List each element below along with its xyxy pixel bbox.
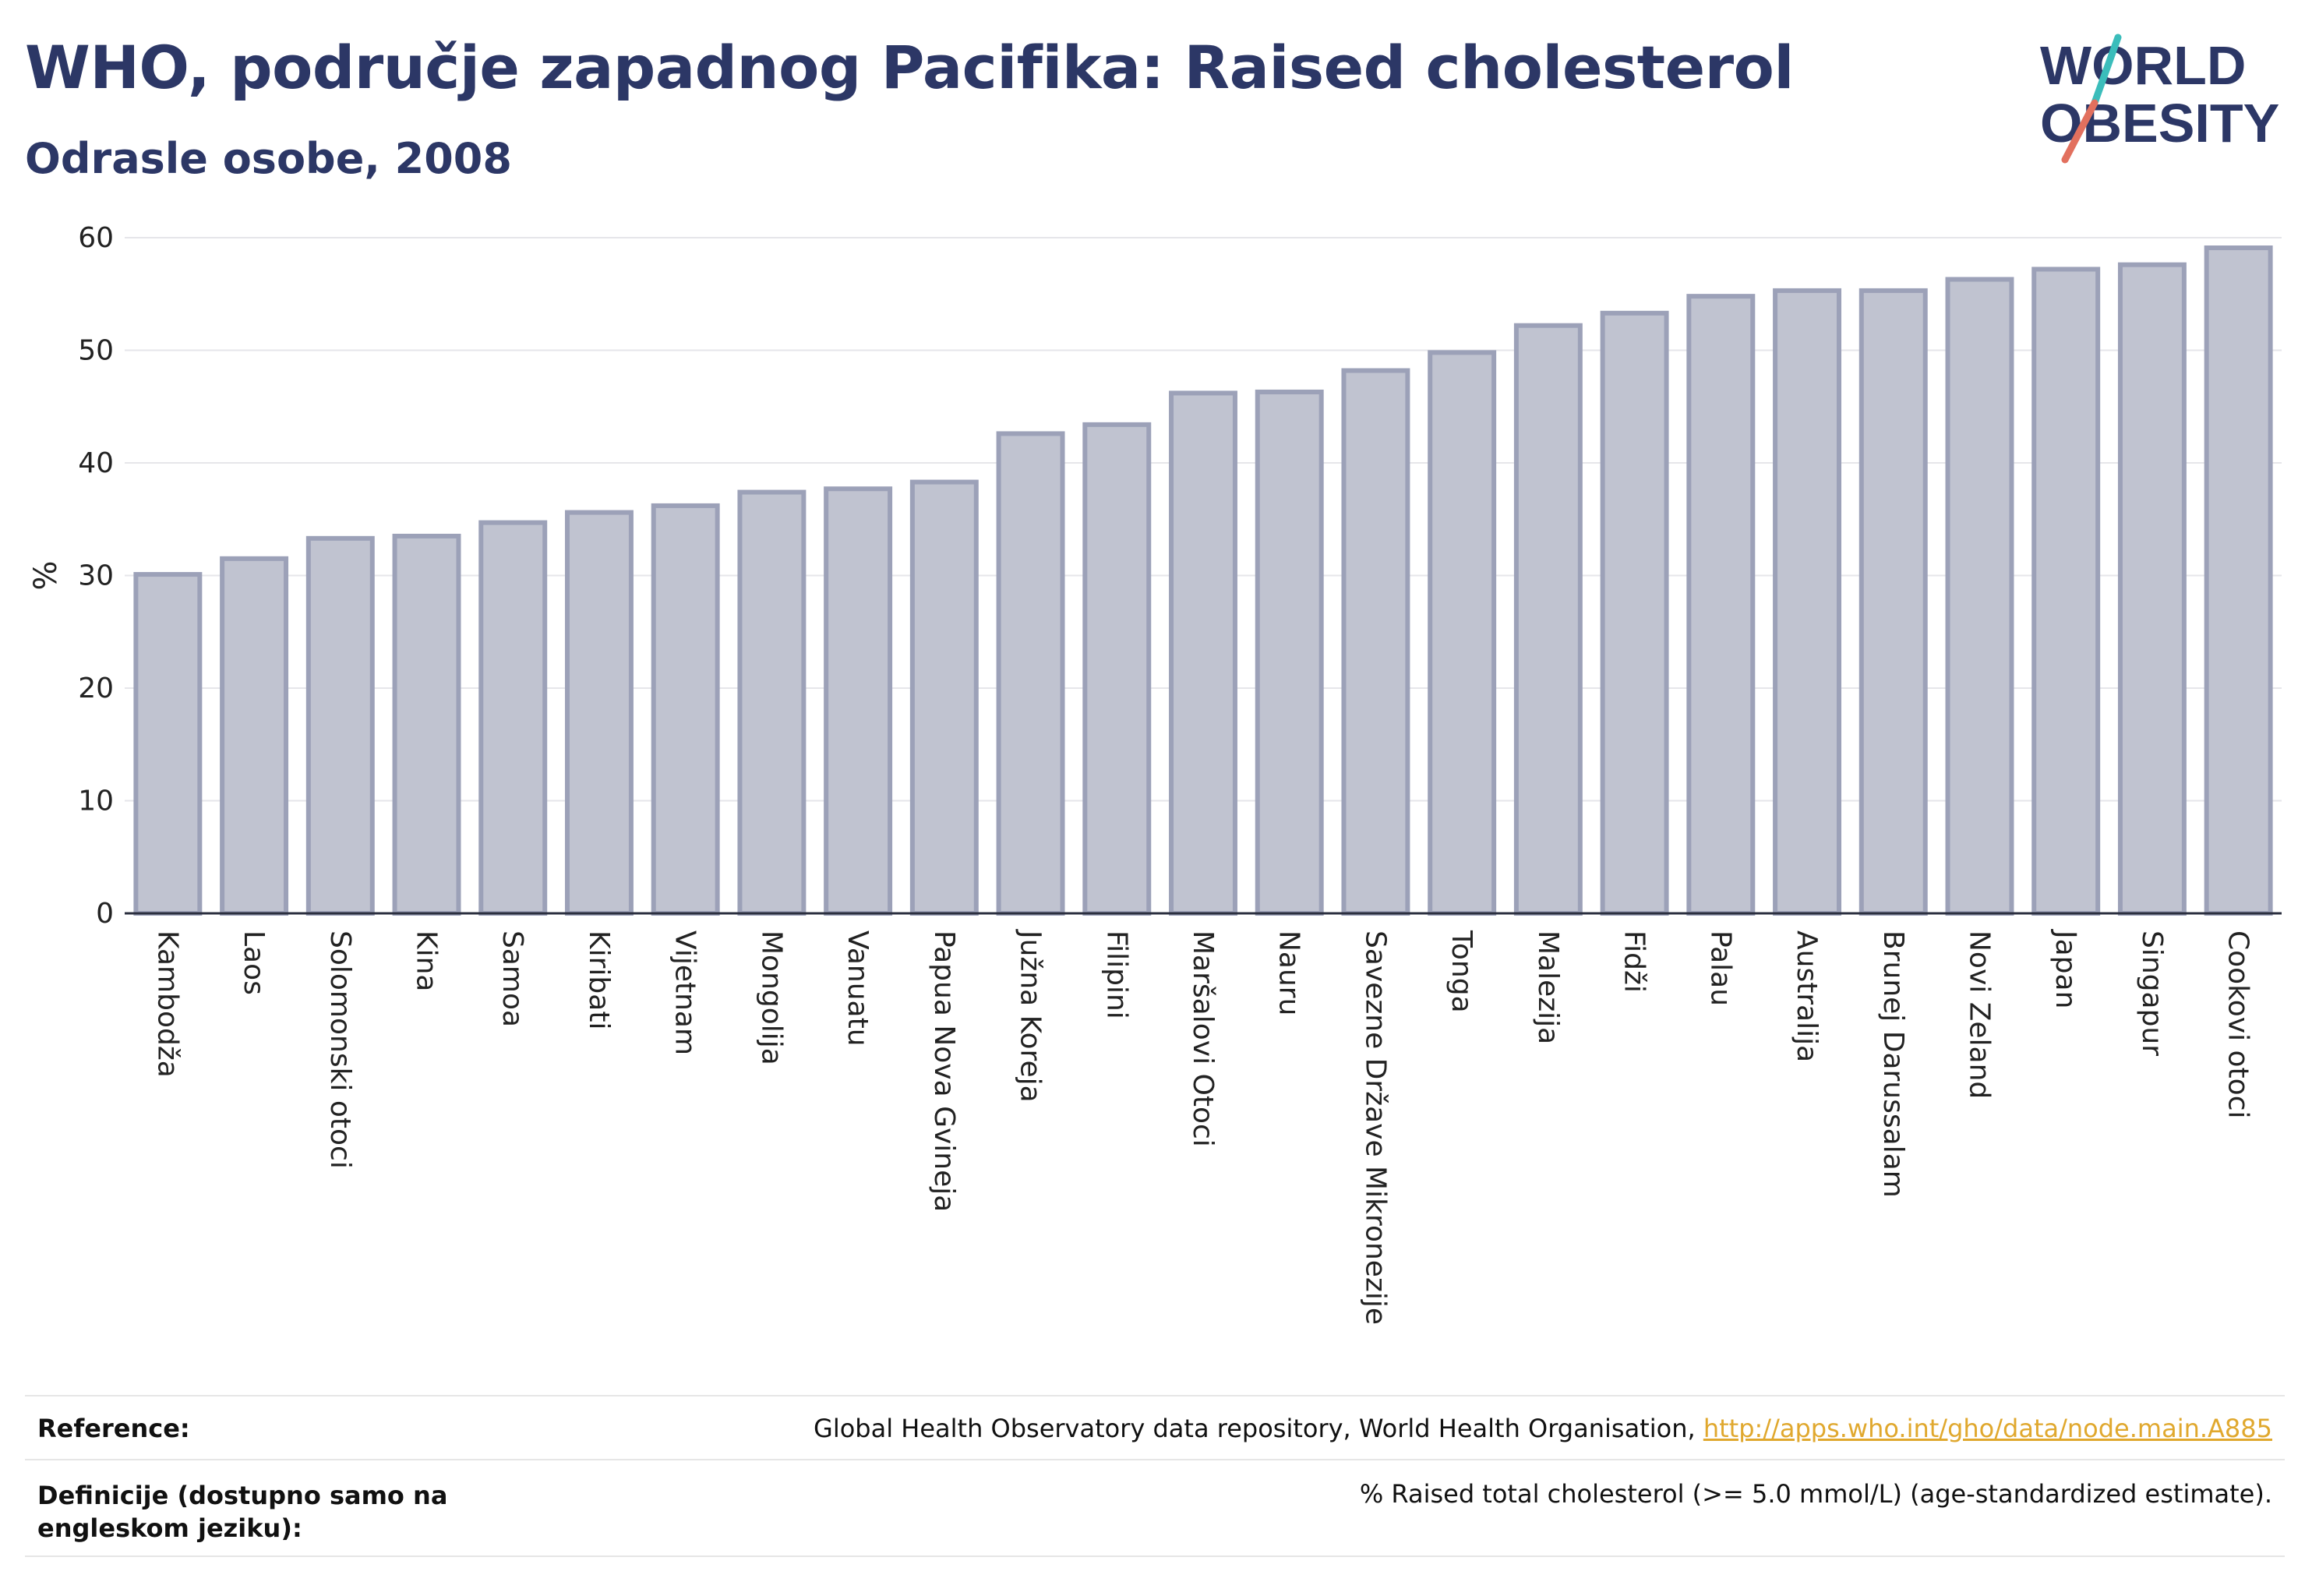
x-tick-label: Nauru <box>1273 930 1305 1015</box>
definition-label: Definicije (dostupno samo na engleskom j… <box>37 1481 448 1543</box>
divider <box>25 1459 2285 1460</box>
y-tick-label: 0 <box>96 898 114 930</box>
x-tick-label: Cookovi otoci <box>2222 930 2254 1119</box>
bar <box>1169 390 1237 916</box>
bar <box>909 479 979 916</box>
reference-link[interactable]: http://apps.who.int/gho/data/node.main.A… <box>1703 1414 2272 1443</box>
x-tick-label: Mongolija <box>755 930 787 1065</box>
x-tick-label: Filipini <box>1100 930 1132 1019</box>
logo-line2: OBESITY <box>2040 93 2279 154</box>
bar <box>1082 422 1152 916</box>
bar <box>1341 368 1410 916</box>
bar-chart: 0 10 20 30 40 50 60% Kambodža Laos Solomonski oto… <box>28 222 2282 1325</box>
y-tick-label: 40 <box>78 447 114 479</box>
bar <box>1428 350 1497 916</box>
definition-text: % Raised total cholesterol (>= 5.0 mmol/… <box>1359 1479 2272 1509</box>
x-tick-label: Južna Koreja <box>1015 929 1047 1103</box>
divider <box>25 1555 2285 1557</box>
bar <box>1600 310 1669 916</box>
bar <box>1255 389 1324 916</box>
divider <box>25 1395 2285 1396</box>
bar <box>220 556 289 916</box>
x-tick-label: Kiribati <box>583 930 615 1029</box>
reference-row: Reference: Global Health Observatory dat… <box>25 1414 2285 1460</box>
x-tick-label: Novi Zeland <box>1963 930 1995 1099</box>
bar <box>737 489 807 916</box>
x-tick-label: Tonga <box>1445 930 1477 1013</box>
x-tick-label: Savezne Države Mikronezije <box>1359 930 1391 1325</box>
bar <box>1773 288 1842 916</box>
x-tick-label: Japan <box>2049 929 2081 1008</box>
x-tick-label: Kina <box>411 930 443 992</box>
reference-text: Global Health Observatory data repositor… <box>814 1414 1703 1443</box>
bar <box>305 535 375 916</box>
bar <box>2031 267 2101 916</box>
x-tick-label: Fidži <box>1618 930 1650 993</box>
x-tick-label: Maršalovi Otoci <box>1187 930 1219 1147</box>
world-obesity-logo: WORLD OBESITY <box>2040 34 2279 164</box>
reference-label: Reference: <box>37 1414 190 1443</box>
x-tick-label: Palau <box>1704 930 1736 1006</box>
y-tick-label: 30 <box>78 560 114 592</box>
x-tick-label: Singapur <box>2136 930 2168 1056</box>
bar <box>564 510 634 916</box>
y-tick-label: 10 <box>78 786 114 817</box>
x-tick-label: Brunej Darussalam <box>1877 930 1909 1198</box>
x-tick-label: Vanuatu <box>842 930 874 1047</box>
reference-value: Global Health Observatory data repositor… <box>814 1414 2272 1443</box>
definition-row: Definicije (dostupno samo na engleskom j… <box>25 1479 2285 1549</box>
bar <box>1513 323 1583 916</box>
bar <box>996 431 1065 916</box>
bar <box>1686 294 1756 916</box>
bar <box>1858 288 1928 916</box>
x-tick-label: Samoa <box>496 930 528 1027</box>
chart-title: WHO, područje zapadnog Pacifika: Raised … <box>25 33 1794 102</box>
x-tick-label: Australija <box>1791 930 1823 1062</box>
logo-line1: WORLD <box>2040 35 2246 96</box>
bar <box>824 486 893 916</box>
bar <box>1945 277 2014 916</box>
chart-subtitle: Odrasle osobe, 2008 <box>25 134 512 183</box>
bar <box>2204 245 2273 916</box>
x-tick-label: Malezija <box>1532 930 1564 1044</box>
y-tick-label: 20 <box>78 673 114 704</box>
x-tick-label: Kambodža <box>151 930 183 1078</box>
y-tick-label: 50 <box>78 335 114 367</box>
bar <box>478 520 548 916</box>
bar <box>651 503 720 916</box>
bar <box>392 533 461 916</box>
x-tick-label: Papua Nova Gvineja <box>928 930 960 1212</box>
x-tick-label: Laos <box>238 930 270 995</box>
bar <box>133 572 203 916</box>
y-tick-label: 60 <box>78 222 114 254</box>
bar <box>2117 262 2187 916</box>
x-tick-label: Solomonski otoci <box>324 930 356 1169</box>
x-tick-label: Vijetnam <box>669 930 701 1055</box>
y-axis-label: % <box>28 560 64 590</box>
